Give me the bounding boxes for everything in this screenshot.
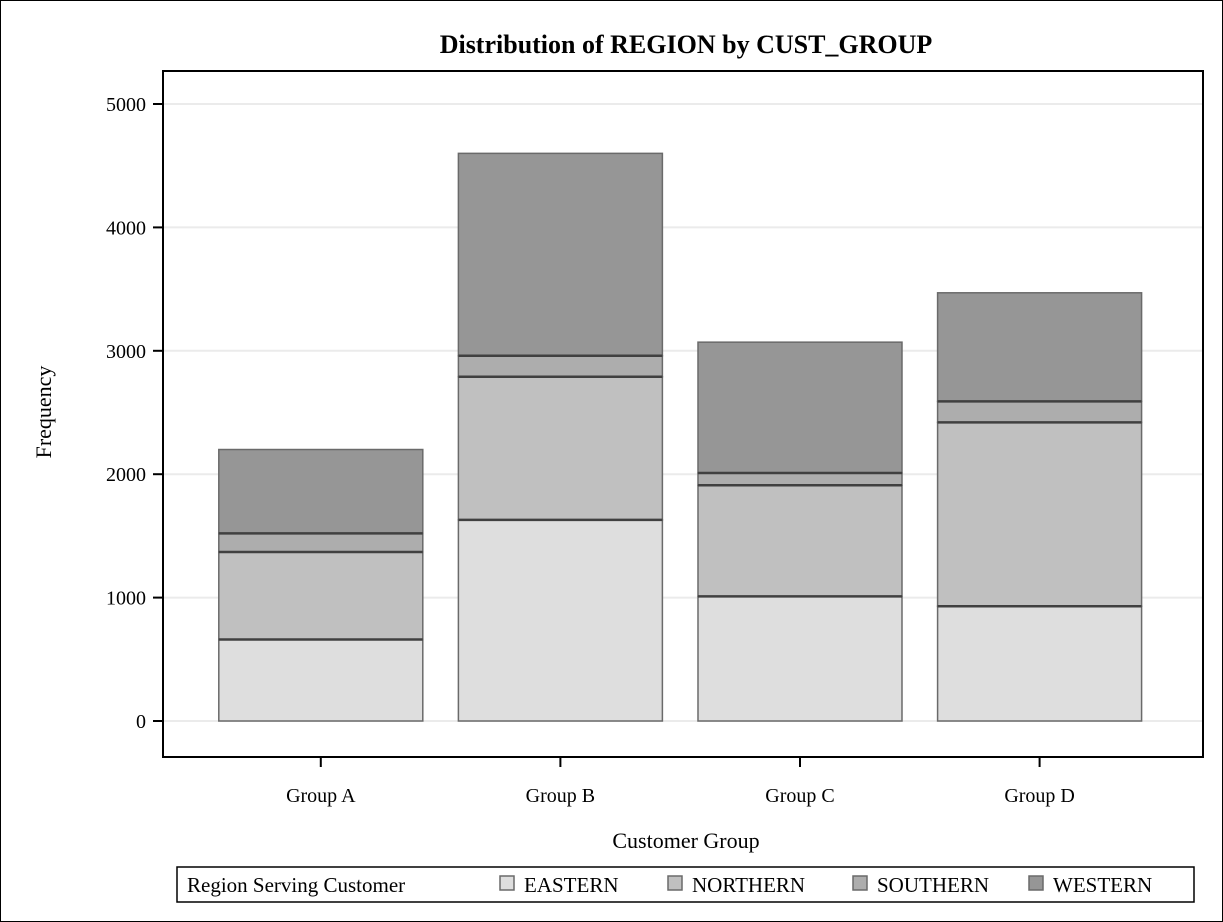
legend-label: EASTERN xyxy=(524,873,619,897)
legend-label: NORTHERN xyxy=(692,873,805,897)
bar-segment-northern xyxy=(936,421,1143,607)
bar-segment-western xyxy=(697,341,903,474)
y-tick-label: 2000 xyxy=(106,464,146,486)
chart-title: Distribution of REGION by CUST_GROUP xyxy=(440,30,933,59)
legend-label: SOUTHERN xyxy=(877,873,989,897)
y-axis: 0 1000 2000 3000 4000 5000 xyxy=(106,94,163,733)
legend: Region Serving Customer EASTERN NORTHERN S… xyxy=(176,866,1195,903)
bar-segment-southern xyxy=(218,532,424,553)
bar-segment-northern xyxy=(218,551,424,641)
y-axis-label: Frequency xyxy=(31,366,56,459)
bar-segment-southern xyxy=(936,400,1143,424)
x-tick-label: Group B xyxy=(526,785,595,807)
y-tick-label: 1000 xyxy=(106,588,146,610)
legend-item-northern: NORTHERN xyxy=(667,873,805,897)
x-axis: Group A Group B Group C Group D xyxy=(286,757,1075,807)
bar-segment-western xyxy=(457,152,664,357)
legend-item-eastern: EASTERN xyxy=(499,873,619,897)
legend-box xyxy=(176,866,1195,903)
plot-area-border xyxy=(162,70,1204,758)
x-axis-label: Customer Group xyxy=(612,828,759,853)
legend-swatch xyxy=(852,875,868,891)
x-tick-label: Group C xyxy=(765,785,834,807)
y-tick-label: 5000 xyxy=(106,94,146,116)
x-tick-label: Group D xyxy=(1004,785,1075,807)
legend-items: EASTERN NORTHERN SOUTHERN WESTERN xyxy=(499,873,1152,897)
bar-segment-western xyxy=(218,448,424,535)
legend-swatch xyxy=(499,875,515,891)
legend-item-southern: SOUTHERN xyxy=(852,873,989,897)
legend-title: Region Serving Customer xyxy=(187,873,405,897)
bar-segment-southern xyxy=(457,354,664,378)
bar-segment-eastern xyxy=(697,595,903,722)
bar-segment-northern xyxy=(697,484,903,598)
legend-item-western: WESTERN xyxy=(1028,873,1152,897)
bar-segment-northern xyxy=(457,375,664,521)
x-tick-label: Group A xyxy=(286,785,356,807)
y-tick-label: 0 xyxy=(136,711,146,733)
bar-segment-western xyxy=(936,292,1143,403)
bar-segment-eastern xyxy=(936,605,1143,722)
bars xyxy=(218,152,1143,722)
bar-segment-southern xyxy=(697,472,903,487)
bar-segment-eastern xyxy=(218,638,424,722)
y-tick-label: 4000 xyxy=(106,217,146,239)
legend-swatch xyxy=(1028,875,1044,891)
bar-segment-eastern xyxy=(457,519,664,722)
legend-swatch xyxy=(667,875,683,891)
legend-label: WESTERN xyxy=(1053,873,1152,897)
y-tick-label: 3000 xyxy=(106,341,146,363)
